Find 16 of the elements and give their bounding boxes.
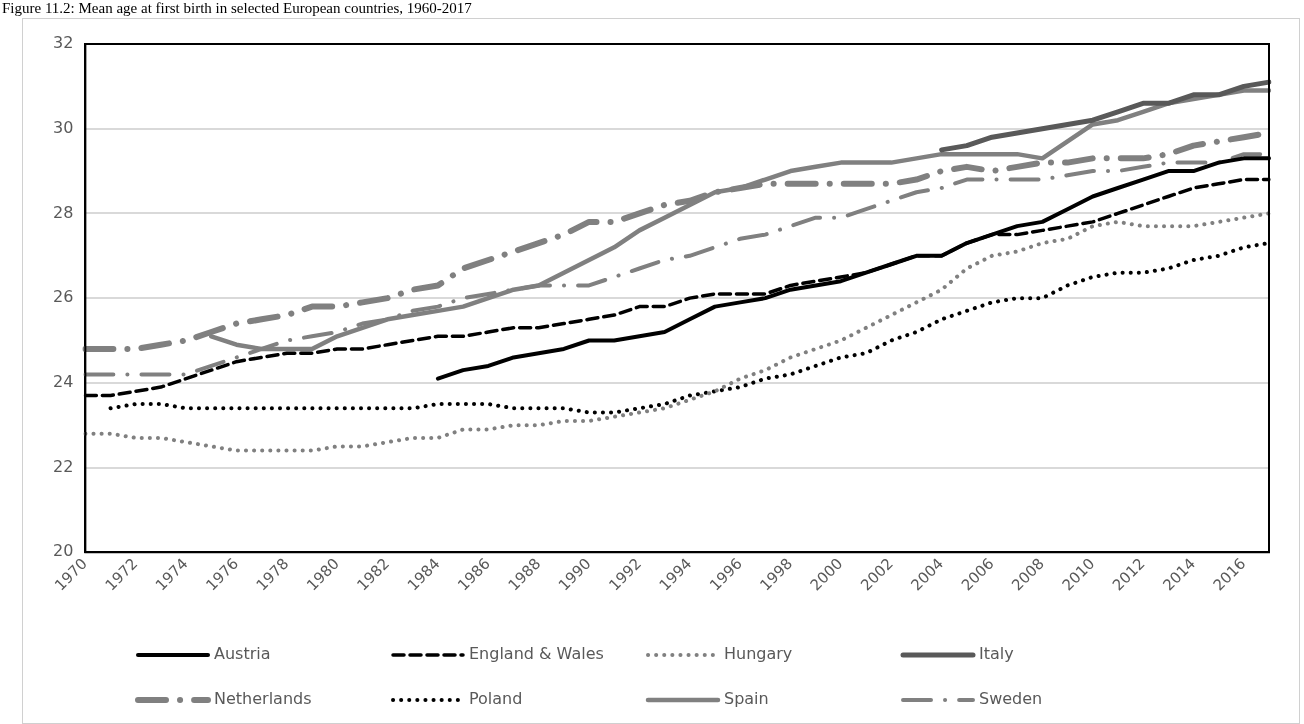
y-tick-label: 26 bbox=[53, 287, 74, 307]
legend-label: Hungary bbox=[724, 644, 793, 664]
legend-label: Sweden bbox=[979, 689, 1043, 709]
y-tick-label: 28 bbox=[53, 202, 74, 222]
y-tick-label: 24 bbox=[53, 372, 74, 392]
legend-label: Poland bbox=[469, 689, 523, 709]
chart-title: Figure 11.2: Mean age at first birth in selected European countries, 1960-2017 bbox=[2, 0, 472, 18]
legend-label: Spain bbox=[724, 689, 769, 709]
legend-label: Austria bbox=[214, 644, 271, 664]
legend-label: England & Wales bbox=[469, 644, 604, 664]
y-tick-label: 32 bbox=[53, 33, 74, 53]
y-tick-label: 20 bbox=[53, 541, 74, 561]
legend-label: Netherlands bbox=[214, 689, 312, 709]
legend-label: Italy bbox=[979, 644, 1014, 664]
y-tick-label: 30 bbox=[53, 117, 74, 137]
y-tick-label: 22 bbox=[53, 456, 74, 476]
